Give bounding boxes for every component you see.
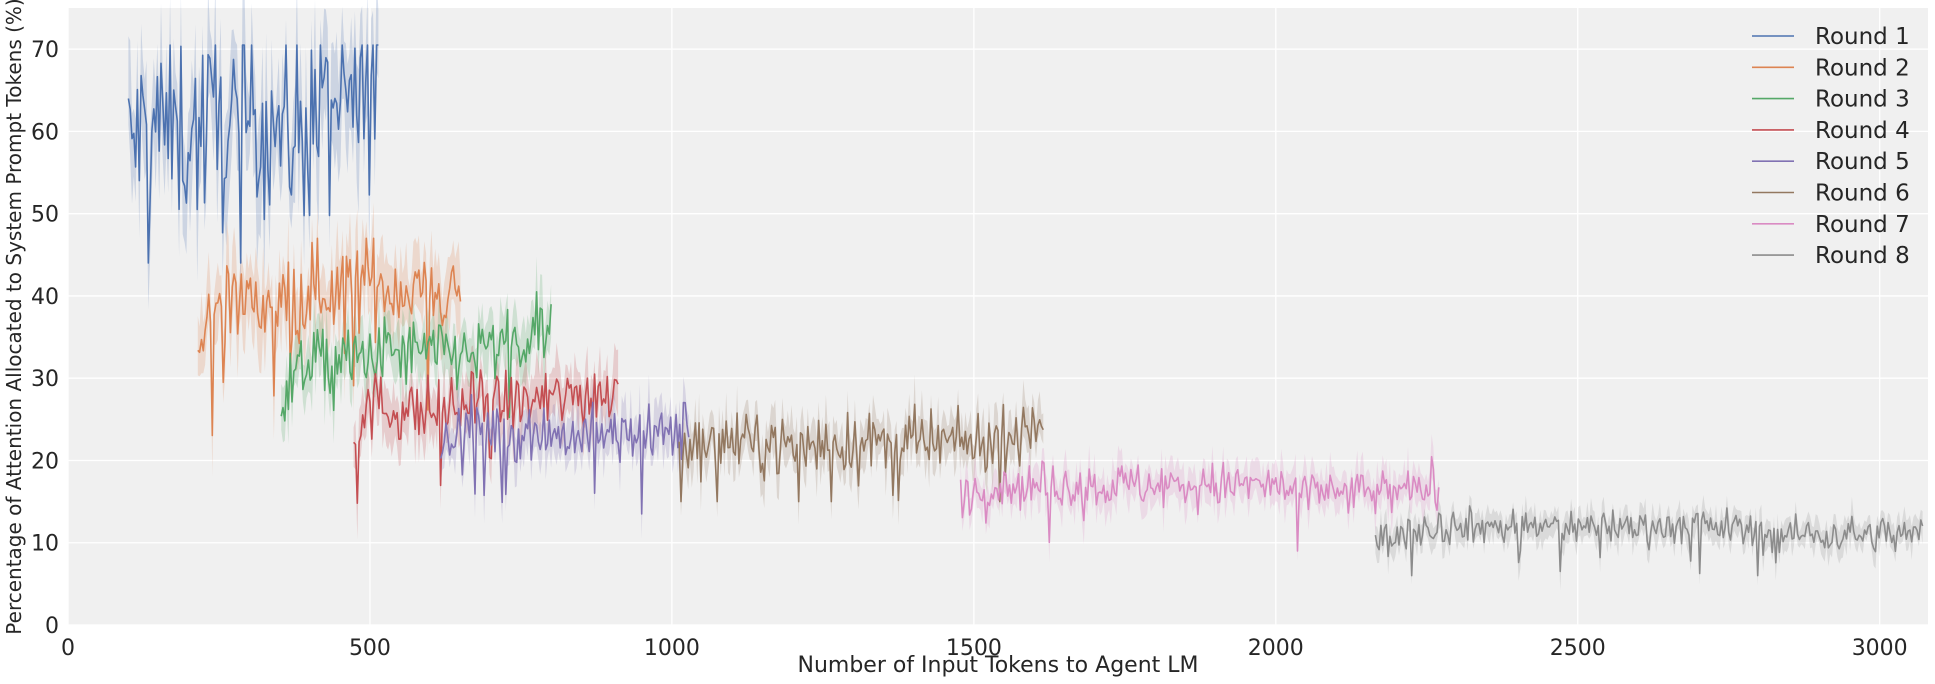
- y-tick-label: 0: [45, 614, 59, 639]
- legend-label-round-5: Round 5: [1815, 149, 1910, 175]
- y-tick-label: 50: [31, 203, 59, 228]
- series-line-round-4: [353, 369, 619, 505]
- series-line-round-5: [439, 393, 690, 515]
- x-tick-label: 1500: [946, 636, 1002, 661]
- series-line-round-3: [280, 290, 552, 422]
- series-line-round-7: [959, 455, 1440, 552]
- y-axis-title: Percentage of Attention Allocated to Sys…: [2, 0, 26, 635]
- y-tick-label: 10: [31, 532, 59, 557]
- x-tick-label: 500: [349, 636, 391, 661]
- x-tick-label: 2500: [1550, 636, 1606, 661]
- series-band-round-4: [353, 342, 619, 540]
- tick-labels: 0 500 1000 1500 2000 2500 3000 0 10 20 30 40 50 60 70: [31, 38, 1908, 661]
- series-band-round-6: [679, 374, 1044, 525]
- x-tick-label: 3000: [1852, 636, 1908, 661]
- legend: Round 1 Round 2 Round 3 Round 4 Round 5 Round…: [1752, 24, 1910, 269]
- x-tick-label: 0: [61, 636, 75, 661]
- series-lines: [127, 44, 1924, 577]
- y-tick-label: 30: [31, 367, 59, 392]
- y-tick-label: 40: [31, 285, 59, 310]
- legend-label-round-8: Round 8: [1815, 243, 1910, 269]
- x-axis-title: Number of Input Tokens to Agent LM: [797, 653, 1198, 678]
- plot-background: [68, 8, 1928, 625]
- y-tick-label: 70: [31, 38, 59, 63]
- series-band-round-7: [960, 434, 1439, 563]
- legend-label-round-2: Round 2: [1815, 55, 1910, 81]
- series-band-round-3: [281, 256, 552, 445]
- legend-label-round-1: Round 1: [1815, 24, 1910, 50]
- series-line-round-6: [678, 403, 1045, 503]
- series-line-round-8: [1374, 505, 1924, 577]
- x-tick-label: 2000: [1248, 636, 1304, 661]
- legend-label-round-3: Round 3: [1815, 87, 1910, 113]
- series-line-round-2: [197, 237, 462, 437]
- legend-label-round-6: Round 6: [1815, 181, 1910, 207]
- legend-label-round-4: Round 4: [1815, 118, 1910, 144]
- y-tick-label: 20: [31, 449, 59, 474]
- x-tick-label: 1000: [644, 636, 700, 661]
- legend-label-round-7: Round 7: [1815, 212, 1910, 238]
- series-line-round-1: [127, 44, 379, 264]
- y-tick-label: 60: [31, 120, 59, 145]
